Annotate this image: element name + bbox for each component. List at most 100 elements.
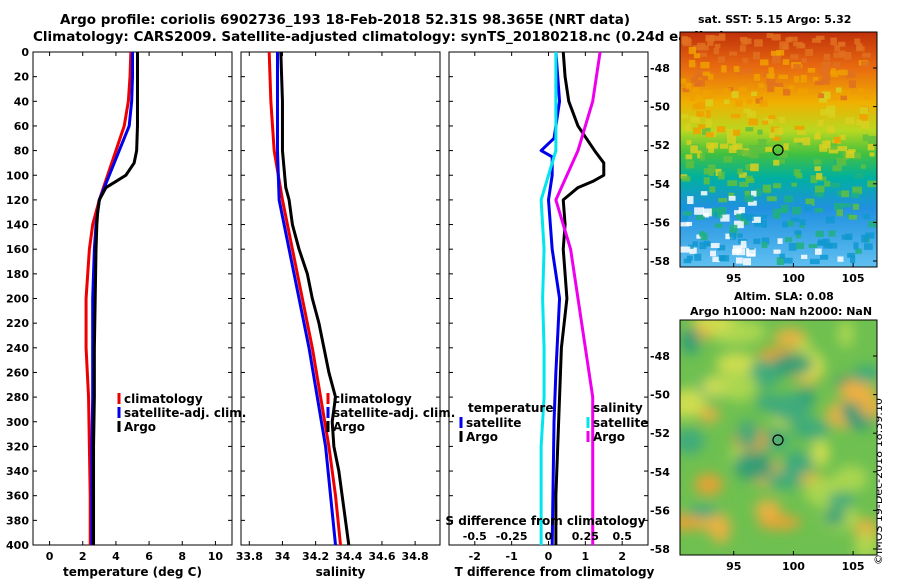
map-lat-label: -54 — [650, 178, 670, 191]
depth-tick-label: 100 — [6, 169, 29, 182]
title-line2: Climatology: CARS2009. Satellite-adjuste… — [33, 29, 726, 45]
x-tick-label: 2 — [618, 550, 626, 563]
map-lat-label: -52 — [650, 139, 670, 152]
top-tick-label: 0.5 — [612, 530, 632, 543]
depth-tick-label: 140 — [6, 219, 29, 232]
map-lat-label: -52 — [650, 427, 670, 440]
x-tick-label: -2 — [469, 550, 481, 563]
legend-title-temperature: temperature — [468, 401, 553, 415]
depth-tick-label: 40 — [14, 95, 30, 108]
sla-map-title2: Argo h1000: NaN h2000: NaN — [690, 305, 873, 318]
x-axis-label: temperature (deg C) — [63, 565, 202, 579]
depth-tick-label: 400 — [6, 539, 29, 552]
series-line — [554, 51, 602, 545]
sla-map-title1: Altim. SLA: 0.08 — [734, 290, 834, 303]
map-lon-label: 95 — [726, 272, 741, 285]
legend-label: satellite-adj. clim. — [124, 406, 246, 420]
depth-tick-label: 60 — [14, 120, 30, 133]
sst-map — [679, 31, 878, 268]
series-line — [267, 51, 342, 546]
legend-label: climatology — [124, 392, 203, 406]
map-lat-label: -50 — [650, 389, 670, 402]
x-tick-label: 0 — [545, 550, 553, 563]
legend-label: Argo — [124, 420, 156, 434]
panel-temperature: 0204060801001201401601802002202402602803… — [6, 46, 246, 579]
x-tick-label: 34.4 — [335, 550, 362, 563]
argo-position-marker — [772, 144, 784, 156]
plot-frame — [448, 51, 649, 546]
series-line — [539, 52, 558, 545]
sst-map-title: sat. SST: 5.15 Argo: 5.32 — [698, 13, 852, 26]
x-tick-label: 6 — [145, 550, 153, 563]
map-lat-label: -58 — [650, 255, 670, 268]
x-tick-label: 34.2 — [302, 550, 329, 563]
depth-tick-label: 260 — [6, 366, 29, 379]
plot-frame — [240, 51, 441, 546]
depth-tick-label: 20 — [14, 71, 30, 84]
series-line — [279, 51, 351, 546]
depth-tick-label: 280 — [6, 391, 29, 404]
x-tick-label: 10 — [208, 550, 224, 563]
legend-title-salinity: salinity — [593, 401, 643, 415]
x-tick-label: -1 — [506, 550, 518, 563]
legend-label: satellite-adj. clim. — [333, 406, 455, 420]
series-line — [90, 52, 134, 545]
map-lat-label: -56 — [650, 504, 670, 517]
x-tick-label: 34 — [275, 550, 291, 563]
map-lon-label: 100 — [782, 272, 805, 285]
depth-tick-label: 360 — [6, 490, 29, 503]
series-line — [275, 52, 338, 546]
depth-tick-label: 220 — [6, 317, 29, 330]
series-line — [92, 52, 139, 545]
map-lon-label: 105 — [842, 272, 865, 285]
x-axis-label: T difference from climatology — [455, 565, 655, 579]
depth-tick-label: 160 — [6, 243, 29, 256]
panel-difference: -2 -1 0 1 2 T difference from climatology temp… — [445, 51, 655, 579]
depth-tick-label: 380 — [6, 514, 29, 527]
x-tick-label: 34.8 — [402, 550, 429, 563]
depth-tick-label: 240 — [6, 342, 29, 355]
depth-tick-label: 80 — [14, 145, 30, 158]
sla-map — [679, 319, 878, 556]
plot-frame — [32, 51, 233, 546]
legend-label: satellite — [466, 416, 521, 430]
x-tick-label: 2 — [79, 550, 87, 563]
depth-tick-label: 340 — [6, 465, 29, 478]
x-tick-label: 33.8 — [236, 550, 263, 563]
x-tick-label: 8 — [178, 550, 186, 563]
x-tick-label: 0 — [46, 550, 54, 563]
depth-tick-label: 300 — [6, 416, 29, 429]
title-line1: Argo profile: coriolis 6902736_193 18-Fe… — [60, 12, 631, 28]
map-lat-label: -48 — [650, 62, 670, 75]
x-tick-label: 34.6 — [368, 550, 395, 563]
top-tick-label: 0 — [545, 530, 553, 543]
series-line — [84, 51, 133, 545]
map-lat-label: -50 — [650, 101, 670, 114]
series-line — [554, 51, 606, 545]
top-tick-label: -0.25 — [496, 530, 528, 543]
x-tick-label: 1 — [582, 550, 590, 563]
top-axis-label: S difference from climatology — [445, 514, 645, 528]
map-lon-label: 105 — [842, 560, 865, 573]
depth-tick-label: 320 — [6, 440, 29, 453]
legend-label: satellite — [593, 416, 648, 430]
map-lon-label: 95 — [726, 560, 741, 573]
depth-tick-label: 120 — [6, 194, 29, 207]
map-lat-label: -48 — [650, 350, 670, 363]
depth-tick-label: 0 — [21, 46, 29, 59]
legend-label: Argo — [333, 420, 365, 434]
map-lat-label: -54 — [650, 466, 670, 479]
top-tick-label: -0.5 — [463, 530, 487, 543]
top-tick-label: 0.25 — [572, 530, 599, 543]
depth-tick-label: 200 — [6, 293, 29, 306]
map-lon-label: 100 — [782, 560, 805, 573]
panel-salinity: 33.8 34 34.2 34.4 34.6 34.8 salinity climatolog… — [236, 51, 455, 579]
legend-label: Argo — [593, 430, 625, 444]
legend-label: Argo — [466, 430, 498, 444]
argo-position-marker-sla — [772, 434, 784, 446]
map-lat-label: -56 — [650, 216, 670, 229]
depth-tick-label: 180 — [6, 268, 29, 281]
legend-label: climatology — [333, 392, 412, 406]
map-lat-label: -58 — [650, 543, 670, 556]
